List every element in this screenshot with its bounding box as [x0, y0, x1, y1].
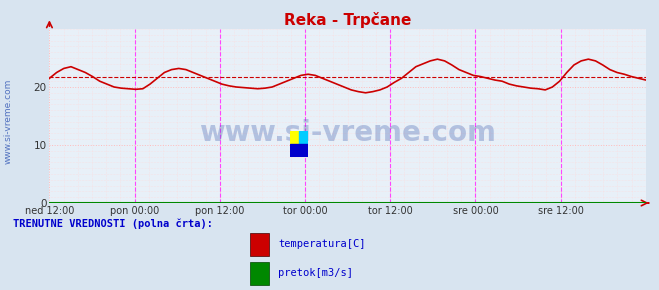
Text: www.si-vreme.com: www.si-vreme.com: [3, 79, 13, 164]
Text: www.si-vreme.com: www.si-vreme.com: [199, 119, 496, 147]
Text: temperatura[C]: temperatura[C]: [278, 239, 366, 249]
Bar: [250, 233, 269, 256]
Bar: [250, 262, 269, 285]
Bar: [299, 130, 308, 144]
Bar: [290, 144, 308, 157]
Title: Reka - Trpčane: Reka - Trpčane: [284, 12, 411, 28]
Bar: [290, 130, 299, 144]
Text: pretok[m3/s]: pretok[m3/s]: [278, 268, 353, 278]
Text: TRENUTNE VREDNOSTI (polna črta):: TRENUTNE VREDNOSTI (polna črta):: [13, 218, 213, 229]
